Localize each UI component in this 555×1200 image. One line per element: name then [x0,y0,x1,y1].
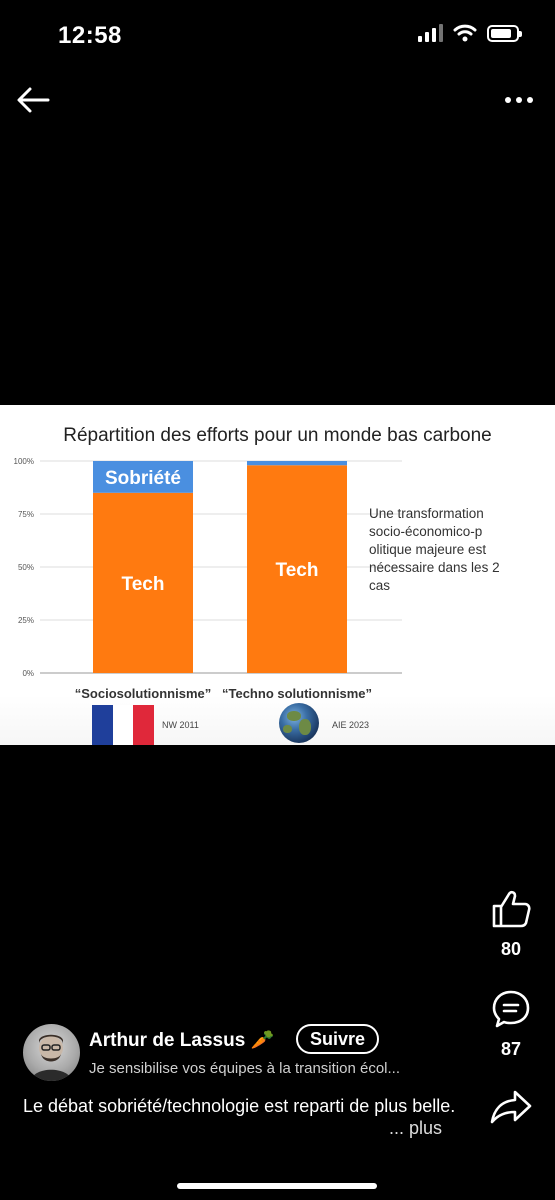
wifi-icon [453,24,477,42]
bar-data-label: Sobriété [105,468,181,489]
more-options-button[interactable] [501,88,537,112]
y-tick-label: 100% [14,457,34,466]
home-indicator[interactable] [177,1183,377,1189]
chart-title: Répartition des efforts pour un monde ba… [63,425,492,446]
comment-count: 87 [500,1039,522,1059]
chart-note: Une transformation socio-économico-p oli… [369,506,500,593]
author-name[interactable]: Arthur de Lassus 🥕 [89,1030,275,1051]
follow-button[interactable]: Suivre [296,1024,380,1054]
arrow-left-icon [17,87,50,113]
post-caption: Le débat sobriété/technologie est repart… [23,1096,456,1116]
bar-segment-sobrit [247,461,347,466]
thumbs-up-icon [492,890,531,928]
status-icons [418,24,522,42]
author-headline: Je sensibilise vos équipes à la transiti… [89,1060,401,1077]
bar-segment-sobrit [93,461,193,493]
bar-segment-tech [247,465,347,673]
globe-icon [279,703,319,743]
source-label: AIE 2023 [332,720,370,730]
y-tick-label: 25% [18,616,34,625]
see-more-link[interactable]: ... plus [389,1118,443,1138]
post-image[interactable]: Répartition des efforts pour un monde ba… [0,405,555,745]
x-tick-label: “Sociosolutionnisme” [75,686,212,701]
like-button[interactable]: 80 [489,888,533,960]
y-tick-label: 50% [18,563,34,572]
back-button[interactable] [14,82,54,118]
avatar[interactable] [23,1024,80,1081]
like-count: 80 [500,939,522,959]
share-icon [490,1090,532,1124]
source-label: NW 2011 [162,720,199,730]
battery-icon [487,24,522,42]
status-time: 12:58 [58,22,122,49]
share-button[interactable] [489,1086,533,1131]
comment-icon [492,990,530,1028]
bar-data-label: Tech [122,574,165,595]
bar-segment-tech [93,492,193,673]
signal-icon [418,24,443,42]
comment-button[interactable]: 87 [489,988,533,1060]
stacked-bar-chart: 0% 25% 50% 75% 100% “Sociosolutionnisme” Sobri… [14,457,402,701]
ellipsis-icon [505,97,511,103]
bar-data-label: Tech [276,560,319,581]
y-tick-label: 0% [22,669,34,678]
x-tick-label: “Techno solutionnisme” [222,686,372,701]
y-tick-label: 75% [18,510,34,519]
french-flag-icon [92,705,155,745]
